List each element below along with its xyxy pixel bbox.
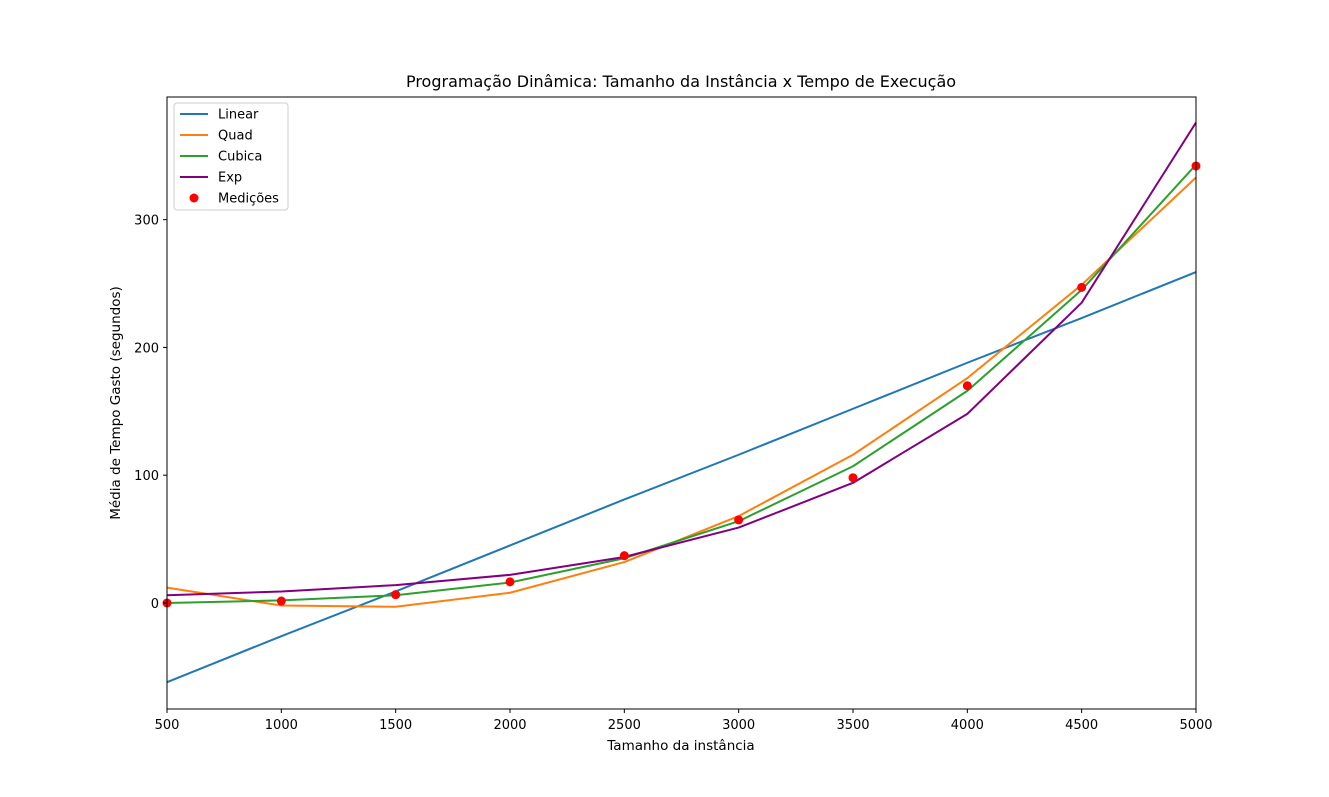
- legend-swatch-medicoes: [189, 193, 199, 203]
- data-point-medicoes: [1077, 282, 1087, 292]
- x-tick-label: 2000: [493, 718, 526, 733]
- plot-area: [162, 96, 1201, 710]
- y-tick-label: 300: [134, 214, 159, 229]
- x-tick-label: 1000: [265, 718, 298, 733]
- x-tick-label: 500: [155, 718, 180, 733]
- data-point-medicoes: [505, 577, 515, 587]
- x-tick-label: 4000: [951, 718, 984, 733]
- legend-label-linear: Linear: [218, 108, 259, 123]
- x-tick-label: 2500: [608, 718, 641, 733]
- y-axis-label: Média de Tempo Gasto (segundos): [108, 286, 124, 520]
- y-axis: 0 100 200 300: [134, 214, 167, 612]
- x-axis-label: Tamanho da instância: [606, 738, 754, 754]
- y-tick-label: 200: [134, 341, 159, 356]
- x-tick-label: 1500: [379, 718, 412, 733]
- series-line-cubica: [166, 164, 1197, 604]
- x-tick-label: 3000: [722, 718, 755, 733]
- legend-label-exp: Exp: [218, 171, 242, 186]
- legend-box: [173, 102, 289, 211]
- x-tick-label: 5000: [1179, 718, 1212, 733]
- chart-title: Programação Dinâmica: Tamanho da Instânc…: [406, 72, 956, 91]
- data-point-medicoes: [962, 381, 972, 391]
- x-axis: 500 1000 1500 2000 2500 3000 3500 4000 4500 5000: [155, 709, 1213, 733]
- y-tick-label: 100: [134, 469, 159, 484]
- series-line-exp: [166, 122, 1197, 597]
- plot-background: [167, 97, 1196, 709]
- legend-label-medicoes: Medições: [218, 192, 279, 207]
- plot-frame: [166, 96, 1197, 710]
- series-layer: [162, 122, 1201, 684]
- data-point-medicoes: [848, 473, 858, 483]
- legend-label-cubica: Cubica: [218, 150, 262, 165]
- y-tick-label: 0: [151, 597, 159, 612]
- data-point-medicoes: [619, 551, 629, 561]
- data-point-medicoes: [276, 596, 286, 606]
- legend: Linear Quad Cubica Exp Medições: [173, 102, 289, 211]
- data-point-medicoes: [391, 590, 401, 600]
- legend-label-quad: Quad: [218, 129, 253, 144]
- data-point-medicoes: [734, 515, 744, 525]
- x-tick-label: 4500: [1065, 718, 1098, 733]
- x-tick-label: 3500: [836, 718, 869, 733]
